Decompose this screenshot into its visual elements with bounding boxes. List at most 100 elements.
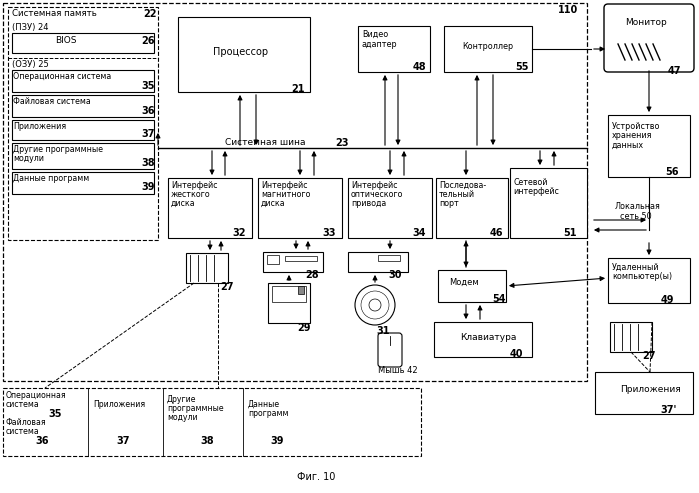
Text: Фиг. 10: Фиг. 10	[297, 472, 336, 482]
Bar	[178, 17, 310, 92]
Bar	[595, 372, 693, 414]
Text: Системная шина: Системная шина	[225, 138, 305, 147]
Text: 51: 51	[563, 228, 577, 238]
Text: Файловая система: Файловая система	[13, 97, 91, 106]
Bar	[358, 26, 430, 72]
Text: 46: 46	[490, 228, 503, 238]
Text: 35: 35	[141, 81, 154, 91]
Bar	[348, 178, 432, 238]
Bar	[378, 255, 400, 261]
Text: Локальная: Локальная	[615, 202, 661, 211]
Text: привода: привода	[351, 199, 387, 208]
Text: Системная память: Системная память	[12, 9, 97, 18]
Bar	[8, 7, 158, 240]
Text: Операционная: Операционная	[6, 391, 66, 400]
Text: (ОЗУ) 25: (ОЗУ) 25	[12, 60, 49, 69]
Text: 56: 56	[665, 167, 679, 177]
Bar	[12, 70, 154, 92]
Text: компьютер(ы): компьютер(ы)	[612, 272, 672, 281]
Text: Данные программ: Данные программ	[13, 174, 89, 183]
Bar	[258, 178, 342, 238]
Text: 26: 26	[141, 36, 154, 46]
Text: Приложения: Приложения	[620, 385, 681, 394]
Text: 30: 30	[388, 270, 401, 280]
Bar	[285, 256, 317, 261]
Text: диска: диска	[171, 199, 196, 208]
Text: 22: 22	[143, 9, 157, 19]
Bar	[438, 270, 506, 302]
Bar	[12, 120, 154, 140]
Text: Сетевой: Сетевой	[513, 178, 547, 187]
Text: 37: 37	[141, 129, 154, 139]
Text: тельный: тельный	[439, 190, 475, 199]
Text: 33: 33	[322, 228, 336, 238]
Text: адаптер: адаптер	[362, 40, 398, 49]
Text: 37': 37'	[660, 405, 677, 415]
Text: Мышь 42: Мышь 42	[378, 366, 417, 375]
Bar	[510, 168, 587, 238]
Text: хранения: хранения	[612, 131, 652, 140]
Bar	[12, 95, 154, 117]
Bar	[12, 172, 154, 194]
Text: Интерфейс: Интерфейс	[261, 181, 308, 190]
Text: оптического: оптического	[351, 190, 403, 199]
Bar	[267, 255, 279, 264]
Text: 37: 37	[116, 436, 129, 446]
Text: Монитор: Монитор	[625, 18, 667, 27]
Text: 29: 29	[297, 323, 310, 333]
Text: 38: 38	[141, 158, 154, 168]
Bar	[298, 286, 304, 294]
Bar	[3, 388, 421, 456]
Text: 48: 48	[413, 62, 426, 72]
Bar	[268, 283, 310, 323]
Bar	[168, 178, 252, 238]
Text: модули: модули	[167, 413, 198, 422]
Text: Удаленный: Удаленный	[612, 263, 660, 272]
Text: сеть 50: сеть 50	[620, 212, 651, 221]
Text: (ПЗУ) 24: (ПЗУ) 24	[12, 23, 48, 32]
Text: 47: 47	[668, 66, 682, 76]
Text: 35: 35	[48, 409, 62, 419]
Text: 40: 40	[510, 349, 524, 359]
Text: 110: 110	[558, 5, 578, 15]
Text: магнитного: магнитного	[261, 190, 310, 199]
Bar	[608, 258, 690, 303]
Text: 27: 27	[220, 282, 233, 292]
Text: программные: программные	[167, 404, 224, 413]
Text: 55: 55	[515, 62, 528, 72]
Text: система: система	[6, 427, 40, 436]
Text: 49: 49	[661, 295, 675, 305]
Bar	[3, 3, 587, 381]
Text: Клавиатура: Клавиатура	[460, 333, 517, 342]
Text: Другие: Другие	[167, 395, 196, 404]
Text: Приложения: Приложения	[13, 122, 66, 131]
Text: 39: 39	[141, 182, 154, 192]
Text: Последова-: Последова-	[439, 181, 487, 190]
Text: жесткого: жесткого	[171, 190, 210, 199]
Bar	[263, 252, 323, 272]
Text: Модем: Модем	[449, 278, 479, 287]
Text: программ: программ	[248, 409, 289, 418]
Text: 38: 38	[200, 436, 214, 446]
Bar	[608, 115, 690, 177]
Text: Процессор: Процессор	[213, 47, 268, 57]
Bar	[444, 26, 532, 72]
Text: Видео: Видео	[362, 30, 388, 39]
Text: 28: 28	[305, 270, 319, 280]
Text: Данные: Данные	[248, 400, 280, 409]
Text: система: система	[6, 400, 40, 409]
Text: Интерфейс: Интерфейс	[351, 181, 398, 190]
Bar	[436, 178, 508, 238]
Text: 54: 54	[492, 294, 505, 304]
Text: Контроллер: Контроллер	[462, 42, 513, 51]
Text: Другие программные: Другие программные	[13, 145, 103, 154]
Bar	[348, 252, 408, 272]
Text: 21: 21	[291, 84, 305, 94]
Text: Приложения: Приложения	[93, 400, 145, 409]
Text: 27: 27	[642, 351, 656, 361]
Text: Операционная система: Операционная система	[13, 72, 111, 81]
Bar	[272, 286, 306, 302]
Text: 36: 36	[35, 436, 48, 446]
Bar	[610, 322, 652, 352]
FancyBboxPatch shape	[378, 333, 402, 367]
